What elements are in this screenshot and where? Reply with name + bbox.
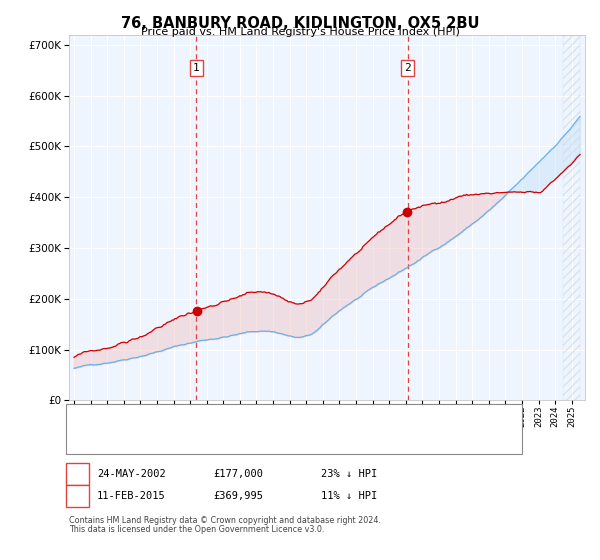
Text: 11% ↓ HPI: 11% ↓ HPI [321, 491, 377, 501]
Text: 1: 1 [193, 63, 200, 73]
Text: 76, BANBURY ROAD, KIDLINGTON, OX5 2BU (detached house): 76, BANBURY ROAD, KIDLINGTON, OX5 2BU (d… [107, 415, 418, 424]
Text: Price paid vs. HM Land Registry's House Price Index (HPI): Price paid vs. HM Land Registry's House … [140, 27, 460, 37]
Text: ——: —— [81, 413, 96, 426]
Text: 11-FEB-2015: 11-FEB-2015 [97, 491, 166, 501]
Text: HPI: Average price, detached house, Cherwell: HPI: Average price, detached house, Cher… [107, 435, 360, 444]
Text: £177,000: £177,000 [213, 469, 263, 479]
Text: 76, BANBURY ROAD, KIDLINGTON, OX5 2BU: 76, BANBURY ROAD, KIDLINGTON, OX5 2BU [121, 16, 479, 31]
Text: 24-MAY-2002: 24-MAY-2002 [97, 469, 166, 479]
Text: 2: 2 [404, 63, 411, 73]
Text: Contains HM Land Registry data © Crown copyright and database right 2024.: Contains HM Land Registry data © Crown c… [69, 516, 381, 525]
Text: £369,995: £369,995 [213, 491, 263, 501]
Text: 2: 2 [74, 491, 81, 501]
Text: ——: —— [81, 433, 96, 446]
Text: This data is licensed under the Open Government Licence v3.0.: This data is licensed under the Open Gov… [69, 525, 325, 534]
Text: 23% ↓ HPI: 23% ↓ HPI [321, 469, 377, 479]
Text: 1: 1 [74, 469, 81, 479]
